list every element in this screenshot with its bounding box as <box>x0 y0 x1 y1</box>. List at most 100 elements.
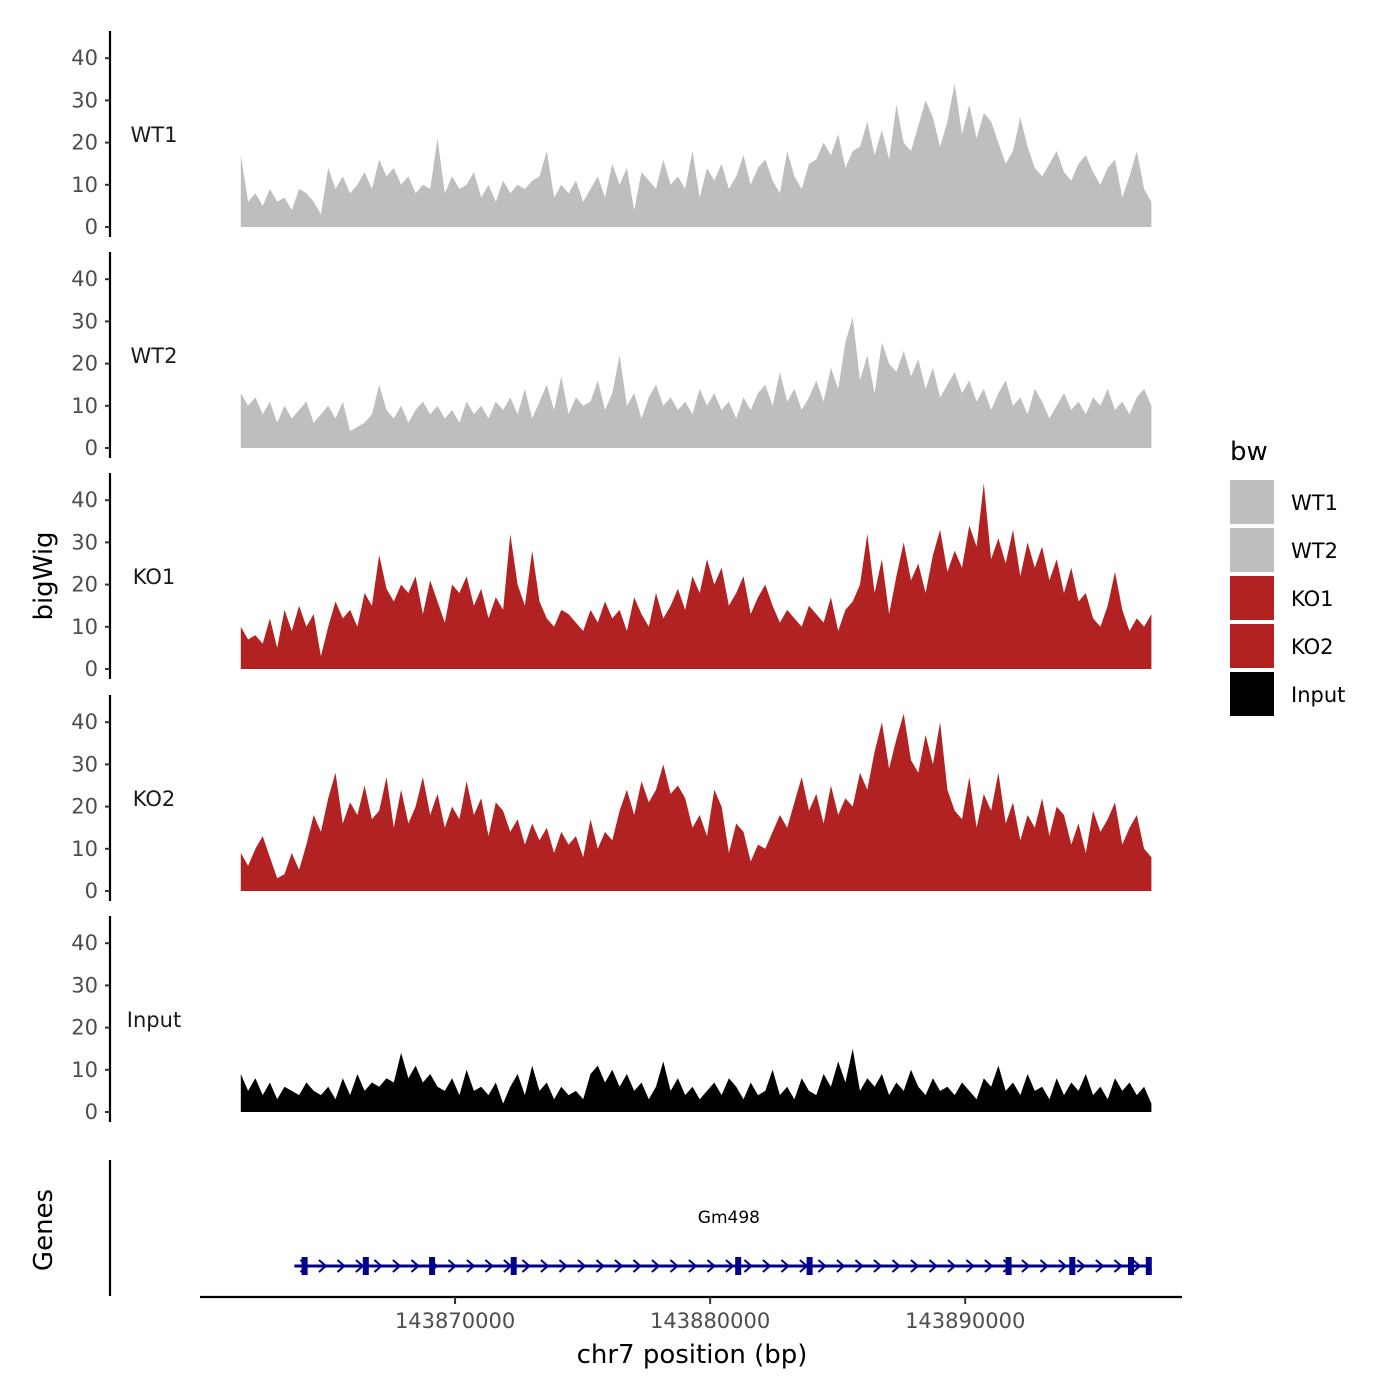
strand-arrow <box>1058 1259 1068 1273</box>
signal-area-input <box>240 1048 1152 1112</box>
track-wt1: 0 10 20 30 40 WT1 <box>71 31 1152 239</box>
strand-arrow <box>688 1259 698 1273</box>
legend-swatch <box>1230 624 1274 668</box>
y-tick-label: 0 <box>85 436 98 460</box>
legend: bw WT1 WT2 KO1 KO2 Input <box>1230 437 1345 716</box>
x-axis-title: chr7 position (bp) <box>577 1340 808 1370</box>
exon <box>1005 1257 1012 1275</box>
y-tick-label: 20 <box>71 795 98 819</box>
exon <box>429 1257 436 1275</box>
exon <box>362 1257 369 1275</box>
strand-arrow <box>595 1259 605 1273</box>
legend-title: bw <box>1230 437 1268 467</box>
y-tick-label: 30 <box>71 309 98 333</box>
strand-arrow <box>669 1259 679 1273</box>
y-tick-label: 20 <box>71 352 98 376</box>
y-tick-label: 10 <box>71 1058 98 1082</box>
exon <box>1145 1257 1152 1275</box>
legend-label: WT1 <box>1291 491 1338 515</box>
x-tick-label: 143870000 <box>395 1309 515 1333</box>
strand-arrow <box>910 1259 920 1273</box>
strand-arrow <box>854 1259 864 1273</box>
strand-arrow <box>743 1259 753 1273</box>
track-label: Input <box>127 1008 181 1032</box>
gene-label: Gm498 <box>698 1208 760 1228</box>
strand-arrow <box>577 1259 587 1273</box>
track-label: WT1 <box>131 123 178 147</box>
strand-arrow <box>318 1259 328 1273</box>
strand-arrow <box>1095 1259 1105 1273</box>
strand-arrow <box>373 1259 383 1273</box>
y-tick-label: 40 <box>71 710 98 734</box>
strand-arrow <box>706 1259 716 1273</box>
x-tick-label: 143890000 <box>905 1309 1025 1333</box>
y-tick-label: 0 <box>85 215 98 239</box>
strand-arrow <box>466 1259 476 1273</box>
y-tick-label: 10 <box>71 173 98 197</box>
legend-label: Input <box>1291 683 1345 707</box>
strand-arrow <box>891 1259 901 1273</box>
legend-label: WT2 <box>1291 539 1338 563</box>
legend-item-wt1: WT1 <box>1230 480 1338 524</box>
y-tick-label: 10 <box>71 394 98 418</box>
y-axis-title: bigWig <box>29 531 59 620</box>
y-tick-label: 10 <box>71 615 98 639</box>
track-label: KO2 <box>133 787 176 811</box>
track-ko1: 0 10 20 30 40 KO1 <box>71 473 1152 681</box>
exon <box>301 1257 308 1275</box>
track-label: WT2 <box>131 344 178 368</box>
y-tick-label: 40 <box>71 931 98 955</box>
track-ko2: 0 10 20 30 40 KO2 <box>71 695 1152 903</box>
signal-area-ko2 <box>240 713 1152 891</box>
strand-arrow <box>928 1259 938 1273</box>
strand-arrow <box>1113 1259 1123 1273</box>
strand-arrow <box>836 1259 846 1273</box>
gene-track-title: Genes <box>29 1189 59 1271</box>
legend-item-ko2: KO2 <box>1230 624 1334 668</box>
y-tick-label: 20 <box>71 573 98 597</box>
strand-arrow <box>947 1259 957 1273</box>
signal-area-wt2 <box>240 317 1152 448</box>
track-wt2: 0 10 20 30 40 WT2 <box>71 252 1152 460</box>
strand-arrow <box>780 1259 790 1273</box>
legend-swatch <box>1230 672 1274 716</box>
legend-item-ko1: KO1 <box>1230 576 1334 620</box>
strand-arrow <box>1039 1259 1049 1273</box>
legend-label: KO1 <box>1291 587 1334 611</box>
strand-arrow <box>484 1259 494 1273</box>
gene-gm498: Gm498 <box>294 1208 1152 1275</box>
y-tick-label: 30 <box>71 530 98 554</box>
strand-arrow <box>410 1259 420 1273</box>
strand-arrow <box>1076 1259 1086 1273</box>
strand-arrow <box>521 1259 531 1273</box>
strand-arrow <box>817 1259 827 1273</box>
gene-track: Gm498 <box>108 1160 1152 1296</box>
exon <box>510 1257 517 1275</box>
strand-arrow <box>651 1259 661 1273</box>
legend-item-input: Input <box>1230 672 1345 716</box>
strand-arrow <box>558 1259 568 1273</box>
exon <box>1069 1257 1076 1275</box>
legend-swatch <box>1230 528 1274 572</box>
legend-swatch <box>1230 480 1274 524</box>
strand-arrow <box>762 1259 772 1273</box>
signal-area-wt1 <box>240 83 1152 227</box>
y-tick-label: 30 <box>71 88 98 112</box>
y-tick-label: 10 <box>71 837 98 861</box>
strand-arrow <box>984 1259 994 1273</box>
y-tick-label: 30 <box>71 752 98 776</box>
x-axis: 143870000 143880000 143890000 <box>200 1295 1182 1333</box>
legend-swatch <box>1230 576 1274 620</box>
signal-area-ko1 <box>240 483 1152 669</box>
legend-item-wt2: WT2 <box>1230 528 1338 572</box>
y-tick-label: 40 <box>71 46 98 70</box>
y-tick-label: 30 <box>71 973 98 997</box>
y-tick-label: 20 <box>71 1016 98 1040</box>
strand-arrow <box>540 1259 550 1273</box>
legend-label: KO2 <box>1291 635 1334 659</box>
track-label: KO1 <box>133 565 176 589</box>
bigwig-tracks: 0 10 20 30 40 WT1 0 10 20 30 40 WT2 0 10 20 30 40 KO1 0 10 2… <box>71 31 1152 1124</box>
strand-arrow <box>965 1259 975 1273</box>
y-tick-label: 0 <box>85 657 98 681</box>
